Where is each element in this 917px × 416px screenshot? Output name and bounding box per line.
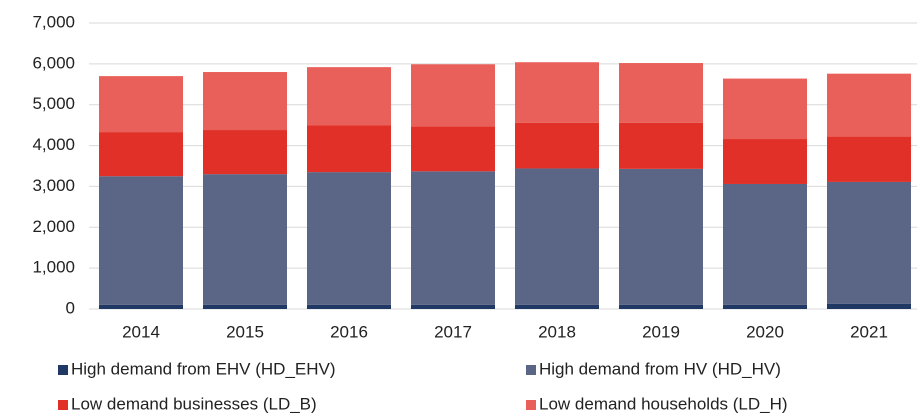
bar-segment: [515, 122, 599, 169]
bar-segment: [99, 76, 183, 133]
bar-segment: [203, 304, 287, 309]
x-tick-label: 2019: [642, 322, 680, 341]
bar-segment: [307, 304, 391, 309]
x-tick-label: 2015: [226, 322, 264, 341]
y-tick-label: 2,000: [32, 217, 75, 236]
y-tick-label: 6,000: [32, 53, 75, 72]
bar-segment: [203, 72, 287, 131]
legend-swatch: [526, 400, 536, 410]
bar-segment: [515, 62, 599, 123]
legend-label: High demand from EHV (HD_EHV): [71, 359, 336, 378]
legend-label: Low demand businesses (LD_B): [71, 394, 317, 413]
y-tick-label: 5,000: [32, 94, 75, 113]
bar-segment: [619, 168, 703, 305]
bar-segment: [619, 63, 703, 123]
y-tick-label: 1,000: [32, 258, 75, 277]
x-tick-label: 2020: [746, 322, 784, 341]
bar-segment: [203, 174, 287, 305]
legend-swatch: [526, 365, 536, 375]
y-tick-label: 7,000: [32, 12, 75, 31]
legend-swatch: [58, 400, 68, 410]
bar-segment: [99, 304, 183, 309]
x-tick-label: 2014: [122, 322, 160, 341]
legend-label: High demand from HV (HD_HV): [539, 359, 781, 378]
bar-segment: [723, 78, 807, 140]
bar-segment: [411, 304, 495, 309]
bar-segment: [99, 132, 183, 177]
bar-segment: [99, 176, 183, 305]
bar-segment: [411, 64, 495, 127]
x-tick-label: 2017: [434, 322, 472, 341]
x-tick-label: 2016: [330, 322, 368, 341]
bar-segment: [515, 304, 599, 309]
x-tick-label: 2021: [850, 322, 888, 341]
bar-segment: [307, 67, 391, 126]
bar-segment: [203, 130, 287, 175]
bar-segment: [827, 181, 911, 304]
x-tick-label: 2018: [538, 322, 576, 341]
bar-segment: [307, 172, 391, 305]
bar-segment: [723, 183, 807, 305]
bar-segment: [411, 126, 495, 172]
y-tick-label: 0: [66, 298, 75, 317]
bar-segment: [515, 168, 599, 305]
bar-segment: [827, 73, 911, 137]
bar-segment: [827, 136, 911, 182]
bar-segment: [619, 122, 703, 169]
bar-segment: [307, 125, 391, 173]
bar-segment: [723, 304, 807, 309]
legend-swatch: [58, 365, 68, 375]
y-tick-label: 4,000: [32, 135, 75, 154]
y-tick-label: 3,000: [32, 176, 75, 195]
bar-segment: [723, 139, 807, 184]
bar-segment: [411, 171, 495, 305]
legend-label: Low demand households (LD_H): [539, 394, 788, 413]
bar-segment: [827, 303, 911, 309]
bar-segment: [619, 304, 703, 309]
